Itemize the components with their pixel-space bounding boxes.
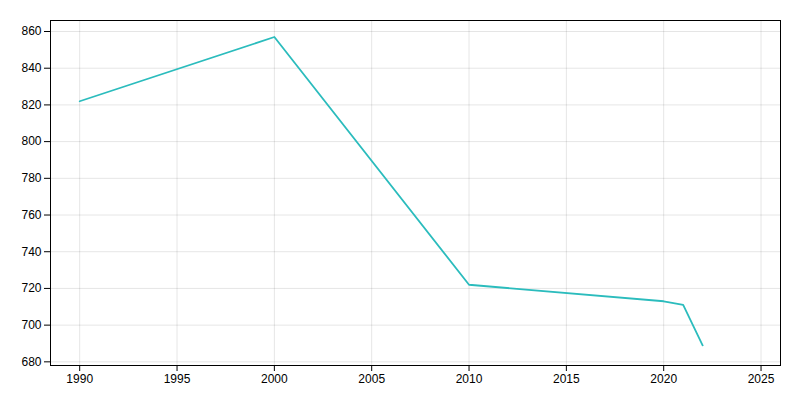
svg-text:820: 820 (21, 98, 41, 112)
svg-text:760: 760 (21, 208, 41, 222)
svg-text:780: 780 (21, 171, 41, 185)
svg-text:1995: 1995 (164, 372, 191, 386)
svg-text:800: 800 (21, 134, 41, 148)
svg-text:2020: 2020 (650, 372, 677, 386)
svg-text:700: 700 (21, 318, 41, 332)
svg-text:2015: 2015 (553, 372, 580, 386)
svg-text:840: 840 (21, 61, 41, 75)
svg-text:2010: 2010 (456, 372, 483, 386)
svg-text:2000: 2000 (261, 372, 288, 386)
svg-text:860: 860 (21, 24, 41, 38)
svg-text:2025: 2025 (748, 372, 775, 386)
svg-text:1990: 1990 (66, 372, 93, 386)
svg-text:680: 680 (21, 355, 41, 369)
svg-text:2005: 2005 (358, 372, 385, 386)
svg-text:720: 720 (21, 281, 41, 295)
svg-text:740: 740 (21, 245, 41, 259)
